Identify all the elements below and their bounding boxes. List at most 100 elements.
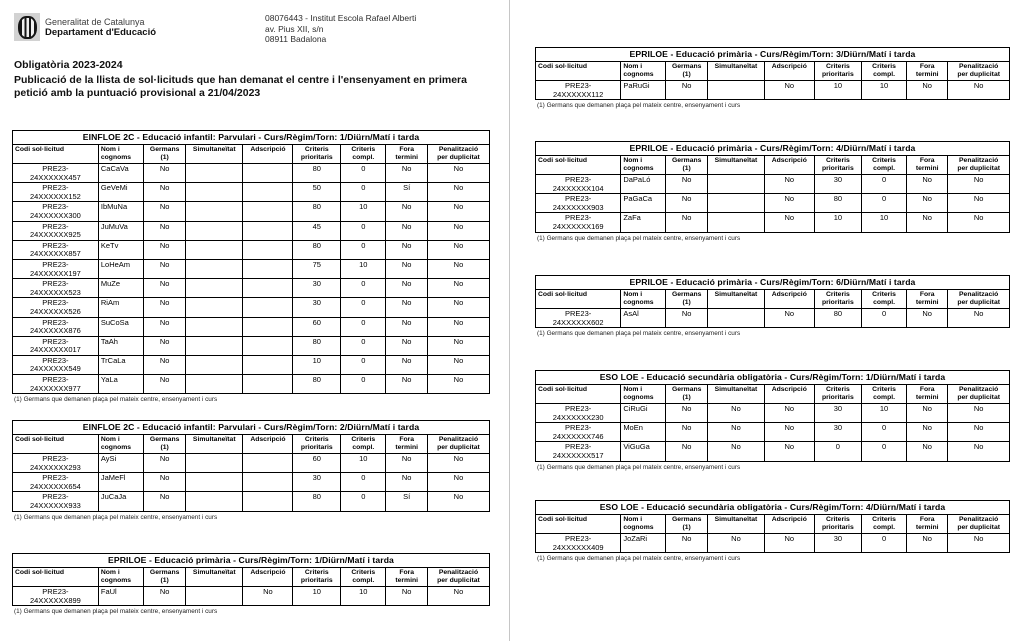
cell-fora-termini: No (906, 173, 949, 195)
cell-nom: GeVeMi (97, 182, 145, 203)
column-header: Criteris compl. (861, 61, 908, 81)
cell-simultaneitat (185, 201, 244, 222)
cell-penalitzacio: No (426, 585, 491, 607)
cell-penalitzacio: No (426, 354, 491, 376)
requests-table: EPRILOE - Educació primària - Curs/Règim… (534, 47, 1010, 101)
table-row: PRE23- 24XXXXXX517 ViGuGa No No No 0 0 No No (534, 441, 1010, 462)
cell-simultaneitat: No (707, 402, 765, 424)
column-header: Simultaneïtat (707, 61, 765, 81)
column-header: Adscripció (242, 434, 294, 454)
cell-criteris-compl: 0 (861, 173, 908, 195)
cell-fora-termini: No (385, 452, 428, 474)
cell-adscripcio: No (763, 422, 815, 443)
cell-criteris-prioritaris: 30 (292, 278, 342, 299)
cell-penalitzacio: No (947, 402, 1010, 424)
document-page-2: EPRILOE - Educació primària - Curs/Règim… (512, 0, 1024, 641)
school-street: av. Pius XII, s/n (265, 23, 324, 34)
cell-nom: SuCoSa (97, 316, 145, 337)
column-header: Germans (1) (665, 384, 709, 404)
table-row: PRE23- 24XXXXXX602 AsAl No No 80 0 No No (534, 307, 1010, 329)
column-header: Fora termini (906, 514, 949, 534)
column-header: Fora termini (906, 289, 949, 309)
cell-nom: FaUl (97, 585, 145, 607)
cell-germans: No (665, 307, 709, 329)
cell-penalitzacio: No (426, 452, 491, 474)
column-header: Criteris prioritaris (813, 61, 863, 81)
cell-adscripcio (242, 472, 294, 493)
cell-adscripcio: No (763, 532, 815, 554)
column-header: Penalització per duplicitat (947, 514, 1010, 534)
cell-penalitzacio: No (426, 491, 491, 512)
cell-adscripcio (242, 316, 294, 337)
senyera-shield-icon (17, 15, 37, 39)
org-name-line1: Generalitat de Catalunya (45, 17, 145, 27)
table-row: PRE23- 24XXXXXX654 JaMeFl No 30 0 No No (12, 472, 491, 493)
column-header: Criteris compl. (861, 289, 908, 309)
column-header: Penalització per duplicitat (947, 155, 1010, 175)
cell-nom: YaLa (97, 374, 145, 395)
table-epriloe-torn4: EPRILOE - Educació primària - Curs/Règim… (534, 141, 1010, 242)
column-header: Simultaneïtat (707, 514, 765, 534)
org-name-block: Generalitat de Catalunya Departament d'E… (45, 17, 156, 38)
cell-simultaneitat (185, 239, 244, 260)
cell-codi-sollicitud: PRE23- 24XXXXXX899 (12, 585, 99, 607)
table-title: ESO LOE - Educació secundària obligatòri… (535, 500, 1010, 515)
cell-criteris-compl: 10 (861, 402, 908, 424)
cell-nom: DaPaLó (620, 173, 667, 195)
cell-germans: No (665, 532, 709, 554)
cell-criteris-prioritaris: 30 (813, 532, 863, 554)
cell-simultaneitat (185, 335, 244, 356)
table-esoloe-torn1: ESO LOE - Educació secundària obligatòri… (534, 370, 1010, 471)
column-header: Nom i cognoms (620, 289, 667, 309)
cell-germans: No (143, 491, 187, 512)
cell-criteris-compl: 10 (861, 212, 908, 233)
requests-table: ESO LOE - Educació secundària obligatòri… (534, 370, 1010, 462)
cell-criteris-compl: 0 (340, 335, 387, 356)
table-epriloe-torn1: EPRILOE - Educació primària - Curs/Règim… (12, 553, 491, 615)
column-header: Simultaneïtat (707, 289, 765, 309)
cell-codi-sollicitud: PRE23- 24XXXXXX457 (12, 162, 99, 184)
cell-adscripcio (242, 297, 294, 318)
document-title: Obligatòria 2023-2024 (14, 59, 123, 71)
cell-nom: TrCaLa (97, 354, 145, 376)
column-header: Criteris prioritaris (292, 144, 342, 164)
cell-codi-sollicitud: PRE23- 24XXXXXX876 (12, 316, 99, 337)
cell-germans: No (143, 354, 187, 376)
cell-penalitzacio: No (947, 173, 1010, 195)
cell-fora-termini: No (906, 441, 949, 462)
column-header: Adscripció (763, 384, 815, 404)
cell-nom: AySi (97, 452, 145, 474)
cell-penalitzacio: No (426, 239, 491, 260)
cell-codi-sollicitud: PRE23- 24XXXXXX169 (534, 212, 622, 233)
cell-simultaneitat (185, 258, 244, 280)
cell-criteris-prioritaris: 30 (813, 173, 863, 195)
table-row: PRE23- 24XXXXXX230 CiRuGi No No No 30 10 No No (534, 402, 1010, 424)
cell-criteris-compl: 0 (340, 162, 387, 184)
cell-germans: No (143, 374, 187, 395)
cell-criteris-prioritaris: 30 (813, 402, 863, 424)
cell-fora-termini: No (906, 422, 949, 443)
cell-nom: AsAl (620, 307, 667, 329)
table-row: PRE23- 24XXXXXX409 JoZaRi No No No 30 0 No No (534, 532, 1010, 554)
cell-simultaneitat (185, 220, 244, 241)
cell-germans: No (665, 422, 709, 443)
school-code-name: 08076443 - Institut Escola Rafael Albert… (265, 13, 417, 23)
cell-germans: No (143, 297, 187, 318)
cell-adscripcio: No (763, 307, 815, 329)
table-row: PRE23- 24XXXXXX169 ZaFa No No 10 10 No No (534, 212, 1010, 233)
cell-codi-sollicitud: PRE23- 24XXXXXX654 (12, 472, 99, 493)
cell-simultaneitat: No (707, 532, 765, 554)
cell-criteris-compl: 0 (340, 278, 387, 299)
cell-penalitzacio: No (947, 307, 1010, 329)
cell-germans: No (143, 239, 187, 260)
cell-criteris-compl: 0 (861, 422, 908, 443)
cell-criteris-compl: 0 (340, 491, 387, 512)
requests-table: EPRILOE - Educació primària - Curs/Règim… (534, 141, 1010, 233)
cell-codi-sollicitud: PRE23- 24XXXXXX152 (12, 182, 99, 203)
cell-fora-termini: No (385, 258, 428, 280)
cell-criteris-compl: 0 (861, 307, 908, 329)
column-header: Adscripció (763, 289, 815, 309)
cell-criteris-compl: 0 (340, 354, 387, 376)
cell-nom: RiAm (97, 297, 145, 318)
cell-criteris-compl: 10 (340, 258, 387, 280)
